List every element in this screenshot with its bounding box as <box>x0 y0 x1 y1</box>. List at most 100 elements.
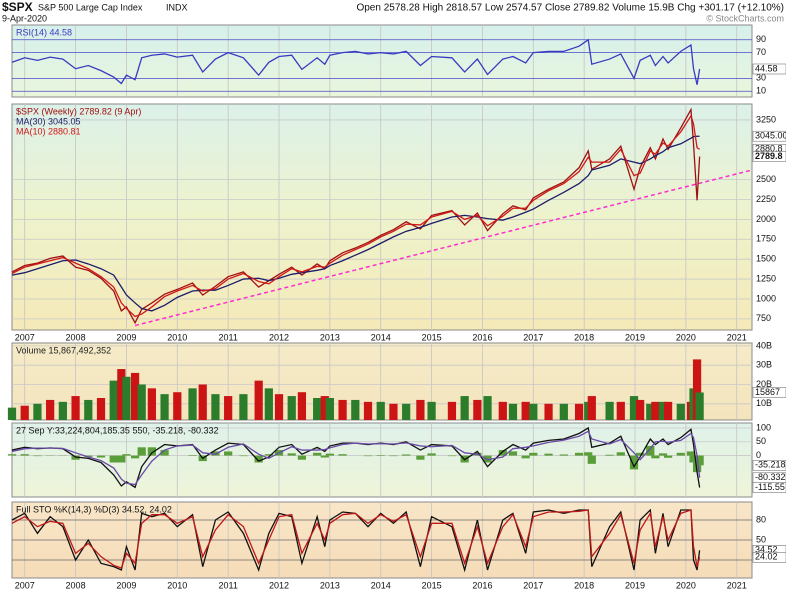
last-value-label: 15867 <box>755 387 780 397</box>
bar <box>321 456 329 458</box>
bar <box>560 404 568 420</box>
x-tick-label: 2010 <box>167 332 187 342</box>
bar <box>509 451 517 455</box>
bar <box>448 456 456 457</box>
x-tick-label: 2008 <box>66 332 86 342</box>
panel-title: Full STO %K(14,3) %D(3) 34.52, 24.02 <box>16 504 172 514</box>
bar <box>21 406 29 420</box>
x-tick-label: 2011 <box>218 580 237 590</box>
watermark: © StockCharts.com <box>706 13 784 23</box>
bar <box>605 402 613 420</box>
bar <box>483 396 491 420</box>
bar <box>188 388 196 420</box>
x-tick-label: 2012 <box>269 332 289 342</box>
x-tick-label: 2016 <box>472 332 492 342</box>
bar <box>509 404 517 420</box>
x-tick-label: 2010 <box>167 580 187 590</box>
bar <box>160 394 168 420</box>
bar <box>636 453 644 456</box>
bar <box>364 456 372 457</box>
bar <box>377 455 385 456</box>
x-tick-label: 2007 <box>15 580 35 590</box>
y-tick-label: 100 <box>756 422 771 432</box>
last-value-label: 24.02 <box>755 552 778 562</box>
x-tick-label: 2019 <box>625 580 645 590</box>
bar <box>313 398 321 420</box>
y-tick-label: 90 <box>756 34 766 44</box>
y-tick-label: 1250 <box>756 273 776 283</box>
bar <box>84 400 92 420</box>
x-tick-label: 2015 <box>422 332 442 342</box>
bar <box>677 404 685 420</box>
bar <box>148 388 156 420</box>
bar <box>288 453 296 455</box>
bar <box>605 455 613 456</box>
legend-entry: MA(30) 3045.05 <box>16 116 81 126</box>
bar <box>529 404 537 420</box>
x-tick-label: 2011 <box>218 332 237 342</box>
bar <box>8 454 16 455</box>
bar <box>544 404 552 420</box>
bar <box>173 392 181 420</box>
legend-entry: $SPX (Weekly) 2789.82 (9 Apr) <box>16 106 141 116</box>
bar <box>499 402 507 420</box>
bar <box>646 446 654 456</box>
bar <box>584 452 592 455</box>
bar <box>677 453 685 456</box>
bar <box>224 451 232 455</box>
bar <box>664 402 672 420</box>
bar <box>239 456 247 457</box>
bar <box>522 456 530 459</box>
bar <box>377 402 385 420</box>
bar <box>617 452 625 455</box>
y-tick-label: 0 <box>756 450 761 460</box>
panel-title: 27 Sep Y:33,224,804,185.35 550, -35.218,… <box>16 425 219 435</box>
last-value-label: 3045.00 <box>755 131 786 141</box>
x-tick-label: 2017 <box>523 580 543 590</box>
last-value-label: 44.58 <box>755 63 778 73</box>
y-tick-label: 3250 <box>756 114 776 124</box>
x-tick-label: 2012 <box>269 580 289 590</box>
legend-entry: MA(10) 2880.81 <box>16 126 81 136</box>
bar <box>97 456 105 458</box>
y-tick-label: 1750 <box>756 234 776 244</box>
bar <box>588 396 596 420</box>
bar <box>427 402 435 420</box>
bar <box>461 396 469 420</box>
bar <box>110 381 118 420</box>
x-tick-label: 2013 <box>320 580 340 590</box>
bar <box>8 408 16 420</box>
x-tick-label: 2014 <box>371 332 391 342</box>
bar <box>211 394 219 420</box>
bar <box>338 454 346 455</box>
bar <box>402 454 410 455</box>
x-tick-label: 2008 <box>66 580 86 590</box>
bar <box>326 398 334 420</box>
x-tick-label: 2018 <box>574 332 594 342</box>
y-tick-label: 50 <box>756 534 766 544</box>
bar <box>275 394 283 420</box>
bar <box>71 396 79 420</box>
y-tick-label: 50 <box>756 436 766 446</box>
bar <box>338 400 346 420</box>
bar <box>188 455 196 456</box>
y-tick-label: 30B <box>756 360 772 370</box>
bar <box>416 400 424 420</box>
bar <box>138 384 146 420</box>
bar <box>588 456 596 464</box>
bar <box>138 447 146 455</box>
bar <box>46 400 54 420</box>
last-value-label: -35.218 <box>755 460 786 470</box>
bar <box>199 384 207 420</box>
bar <box>575 453 583 456</box>
bar <box>326 454 334 456</box>
bar <box>529 453 537 456</box>
bar <box>239 394 247 420</box>
panel-background <box>12 104 752 330</box>
bar <box>224 396 232 420</box>
bar <box>696 392 704 420</box>
y-tick-label: 2250 <box>756 194 776 204</box>
y-tick-label: 1500 <box>756 254 776 264</box>
x-tick-label: 2018 <box>574 580 594 590</box>
